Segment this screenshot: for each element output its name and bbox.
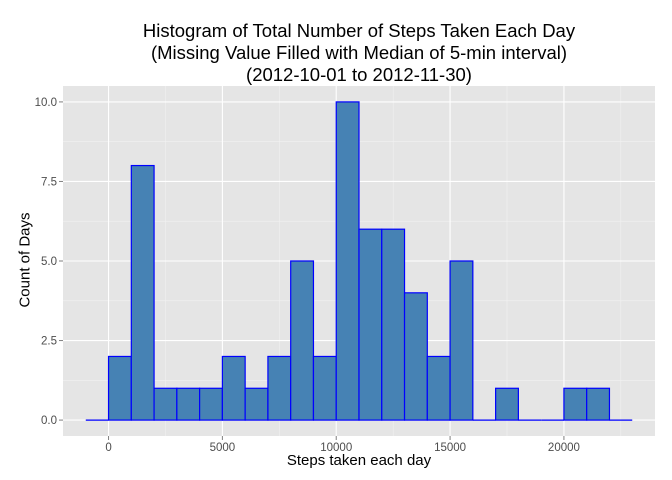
histogram-bar-5 xyxy=(199,387,223,421)
histogram-bar-7 xyxy=(244,387,269,421)
y-tick-label: 2.5 xyxy=(41,336,57,348)
histogram-bar-10 xyxy=(312,355,337,421)
y-tick-label: 5.0 xyxy=(41,256,57,268)
y-axis-ticks: 0.0 2.5 5.0 7.5 10.0 xyxy=(35,97,63,427)
histogram-bars xyxy=(85,101,633,421)
chart-title-line-2: (Missing Value Filled with Median of 5-m… xyxy=(150,42,568,63)
histogram-bar-21 xyxy=(563,387,588,421)
x-tick-label: 20000 xyxy=(548,442,580,454)
histogram-bar-6 xyxy=(221,355,246,421)
histogram-bar-9 xyxy=(290,260,315,421)
histogram-bar-15 xyxy=(426,355,451,421)
x-axis-ticks: 0 5000 10000 15000 20000 xyxy=(105,436,580,454)
histogram-bar-11 xyxy=(335,101,360,421)
y-tick-label: 7.5 xyxy=(41,176,57,188)
histogram-bar-8 xyxy=(267,355,292,421)
histogram-bar-1 xyxy=(107,355,132,421)
y-tick-label: 0.0 xyxy=(41,415,57,427)
histogram-bar-2 xyxy=(130,164,155,421)
chart-title-line-3: (2012-10-01 to 2012-11-30) xyxy=(246,64,472,85)
histogram-bar-12 xyxy=(358,228,383,421)
y-axis-title: Count of Days xyxy=(16,212,34,308)
histogram-bar-22 xyxy=(586,387,611,421)
x-tick-label: 10000 xyxy=(320,442,352,454)
x-axis-title: Steps taken each day xyxy=(286,452,432,469)
histogram-bar-4 xyxy=(176,387,201,421)
histogram-bar-14 xyxy=(403,292,428,421)
histogram-bar-3 xyxy=(153,387,178,421)
x-tick-label: 5000 xyxy=(210,442,236,454)
x-tick-label: 15000 xyxy=(434,442,466,454)
histogram-bar-16 xyxy=(449,260,474,421)
y-tick-label: 10.0 xyxy=(35,97,57,109)
histogram-bar-13 xyxy=(381,228,406,421)
x-tick-label: 0 xyxy=(105,442,111,454)
chart-title-line-1: Histogram of Total Number of Steps Taken… xyxy=(142,20,576,41)
histogram-bar-18 xyxy=(495,387,519,421)
